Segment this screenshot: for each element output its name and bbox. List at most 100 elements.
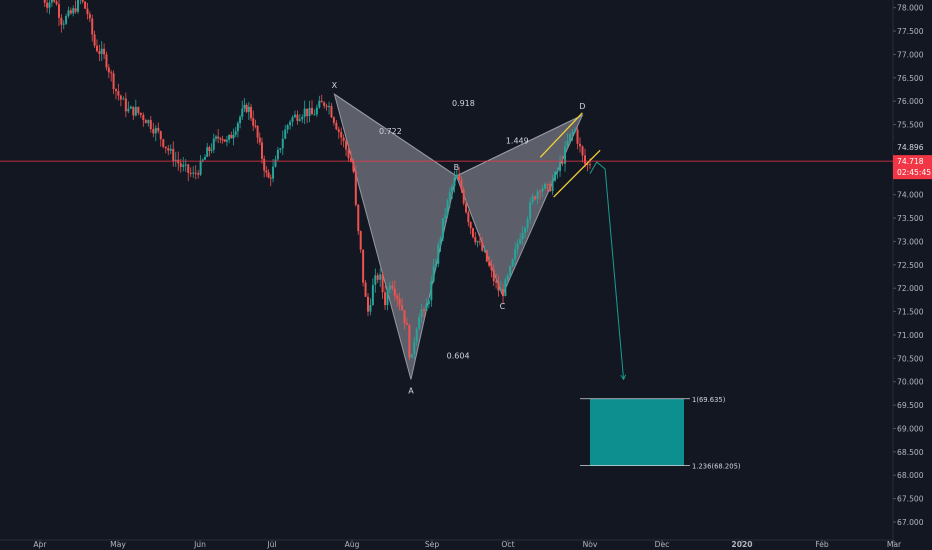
- candle-body: [579, 143, 582, 147]
- candle-body: [581, 146, 584, 156]
- candle-body: [460, 179, 463, 190]
- candle-body: [502, 288, 505, 296]
- candle-body: [306, 108, 309, 117]
- candle-body: [471, 228, 474, 238]
- candle-body: [531, 196, 534, 203]
- candle-body: [281, 138, 284, 149]
- candle-body: [291, 117, 294, 122]
- candle-body: [172, 148, 175, 162]
- candle-body: [48, 2, 51, 8]
- candle-body: [357, 204, 360, 232]
- y-tick-label: 77.000: [897, 50, 924, 59]
- candle-body: [335, 122, 338, 130]
- candle-body: [519, 239, 522, 244]
- candle-body: [379, 274, 382, 280]
- candle-body: [554, 171, 557, 181]
- candle-body: [247, 106, 250, 112]
- candle-body: [374, 275, 377, 285]
- candle-body: [492, 269, 495, 282]
- candle-body: [164, 146, 167, 149]
- candle-body: [243, 104, 246, 109]
- candle-body: [208, 147, 211, 151]
- candle-body: [62, 23, 65, 25]
- x-axis[interactable]: Apr May Jun Jul Aug Sep Oct Nov Dec 2020 Feb Mar: [0, 539, 902, 549]
- last-price-tag: [893, 141, 932, 154]
- candle-body: [114, 89, 117, 92]
- candle-body: [432, 266, 435, 282]
- candle-body: [430, 281, 433, 301]
- candle-body: [444, 215, 447, 219]
- y-tick-label: 68.500: [897, 448, 924, 457]
- candle-body: [76, 0, 79, 12]
- pattern-point-label-d: D: [579, 102, 585, 111]
- candle-body: [232, 134, 235, 139]
- candle-body: [455, 175, 458, 178]
- candle-body: [589, 164, 591, 166]
- candle-body: [352, 161, 355, 172]
- candle-body: [556, 171, 559, 173]
- candle-body: [434, 263, 437, 267]
- candle-body: [67, 10, 70, 17]
- candle-body: [427, 300, 430, 305]
- candle-body: [481, 242, 484, 251]
- candle-body: [154, 127, 157, 134]
- candle-body: [332, 117, 335, 123]
- candle-body: [328, 106, 331, 108]
- pattern-ratio-label: 0.722: [379, 127, 402, 136]
- candle-body: [221, 139, 224, 141]
- last-price-label: 74.896: [897, 143, 924, 152]
- candle-body: [134, 106, 137, 116]
- candle-body: [169, 148, 172, 151]
- channel-lower-line[interactable]: [553, 149, 601, 198]
- pattern-ratio-label: 1.449: [506, 136, 529, 145]
- candle-body: [117, 91, 120, 96]
- candle-body: [303, 108, 306, 117]
- candle-body: [576, 129, 579, 144]
- y-tick-label: 70.000: [897, 378, 924, 387]
- candle-body: [367, 296, 369, 312]
- candle-body: [574, 129, 577, 132]
- candle-body: [453, 177, 456, 187]
- countdown-label: 02:45:45: [897, 168, 931, 177]
- channel-upper-line[interactable]: [539, 112, 583, 158]
- candle-body: [69, 10, 72, 14]
- candle-body: [546, 183, 549, 185]
- candle-body: [256, 126, 259, 138]
- candle-body: [469, 222, 472, 229]
- x-tick-label: May: [110, 540, 126, 549]
- candle-body: [267, 172, 270, 178]
- candle-body: [122, 98, 125, 100]
- candle-body: [451, 186, 454, 193]
- candle-body: [147, 120, 150, 124]
- y-tick-label: 67.500: [897, 495, 924, 504]
- y-axis[interactable]: 67.000 67.500 68.000 68.500 69.000 69.500 70.0…: [892, 0, 924, 550]
- candle-body: [81, 0, 84, 2]
- y-tick-label: 67.000: [897, 518, 924, 527]
- target-zone[interactable]: [590, 398, 684, 466]
- candle-body: [393, 288, 396, 296]
- candle-body: [564, 146, 567, 164]
- candle-body: [129, 106, 132, 109]
- candle-body: [311, 107, 313, 115]
- candle-body: [584, 155, 587, 164]
- drawing-overlay[interactable]: X A B C D 0.722 0.918 1.449 0.604 1(69.635) 1.236(…: [0, 81, 893, 471]
- candle-body: [369, 305, 372, 312]
- candle-body: [53, 0, 56, 2]
- x-tick-label: Aug: [345, 540, 360, 549]
- x-tick-label: Jul: [266, 540, 276, 549]
- y-tick-label: 76.000: [897, 97, 924, 106]
- candle-body: [167, 148, 170, 151]
- target-bottom-label: 1.236(68.205): [692, 463, 741, 471]
- candle-body: [413, 341, 416, 355]
- candle-body: [536, 191, 539, 200]
- candle-body: [347, 149, 350, 159]
- candle-body: [549, 184, 552, 192]
- candle-body: [206, 147, 209, 157]
- candle-body: [228, 134, 231, 140]
- candle-body: [159, 131, 162, 140]
- projection-path[interactable]: [589, 161, 625, 380]
- pattern-leg-xb: [334, 93, 457, 177]
